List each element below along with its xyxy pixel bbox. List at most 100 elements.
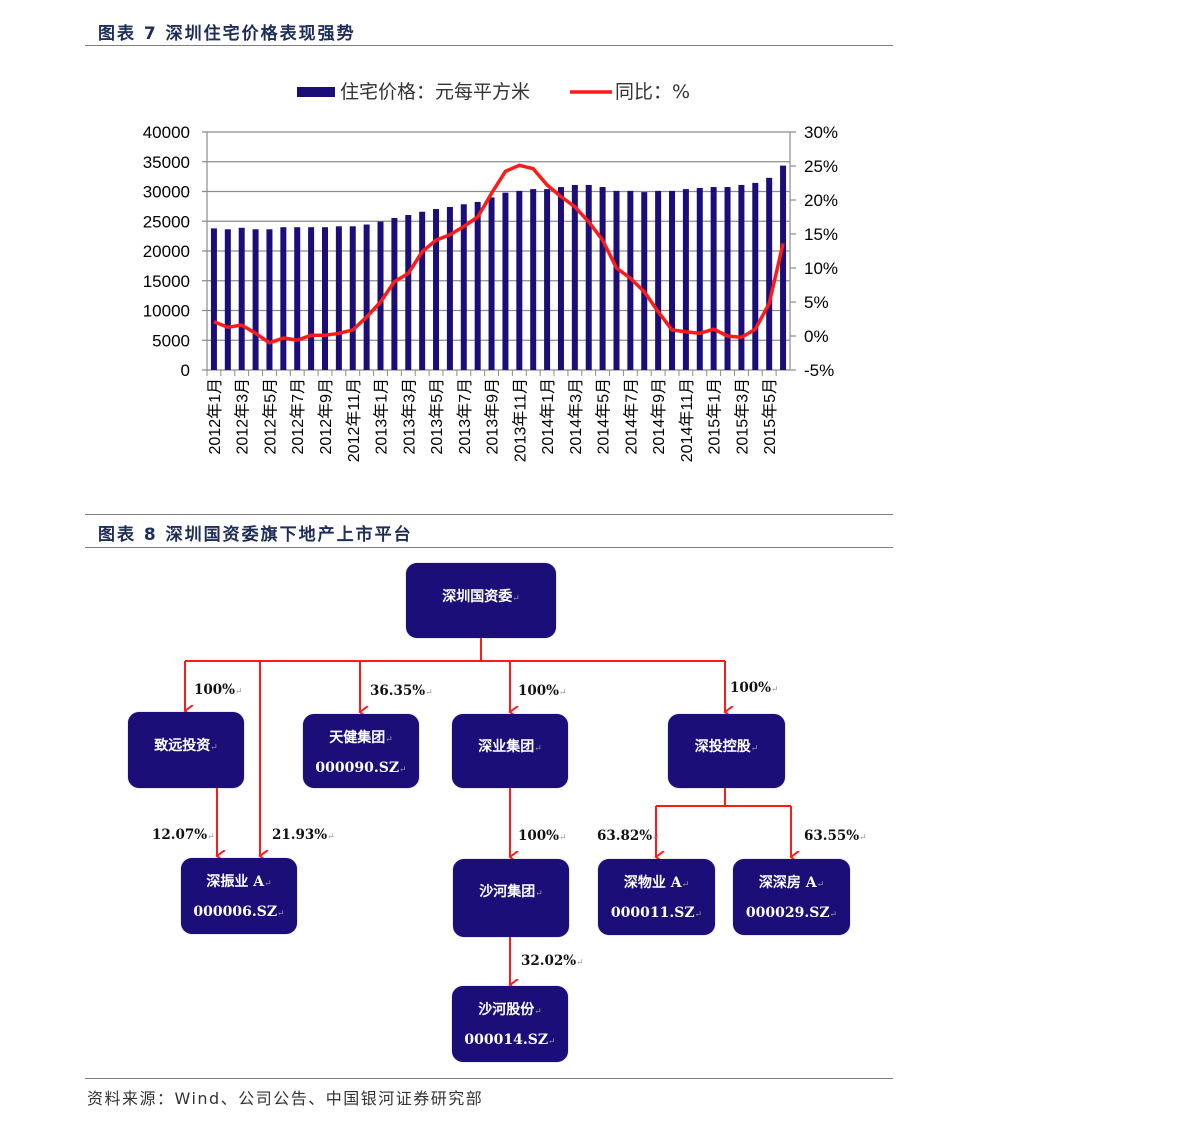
bar-2013-06 (446, 206, 453, 370)
node-label: 深业集团 (452, 736, 568, 756)
y-left-tick-label: 5000 (152, 331, 190, 350)
x-tick-label: 2014年7月 (622, 378, 640, 455)
pct-root-tianjian: 36.35% (370, 683, 433, 699)
node-shahe: 沙河集团 (453, 859, 569, 937)
yoy-line (213, 163, 785, 345)
connector-root-bus (185, 638, 725, 662)
bar-2013-02 (391, 217, 398, 370)
y-right-tick-label: 0% (804, 327, 829, 346)
bar-2015-05 (766, 177, 773, 370)
legend-swatch-price (297, 87, 335, 97)
node-label: 天健集团 (303, 727, 419, 747)
bar-2012-10 (335, 226, 342, 370)
bar-2014-09 (655, 190, 662, 370)
node-code: 000090.SZ (303, 760, 419, 776)
x-tick-label: 2012年3月 (234, 378, 252, 455)
pct-root-shenye: 100% (518, 683, 567, 699)
node-label: 深投控股 (668, 736, 785, 756)
node-label: 沙河集团 (453, 881, 569, 901)
bar-2014-10 (669, 190, 676, 370)
bar-2012-12 (363, 224, 370, 370)
y-left-tick-label: 25000 (143, 212, 190, 231)
bar-2015-03 (738, 184, 745, 370)
bar-2013-07 (460, 204, 467, 370)
bar-2014-12 (696, 187, 703, 370)
bar-2012-05 (266, 229, 273, 370)
y-left-tick-label: 15000 (143, 272, 190, 291)
bar-2013-04 (419, 211, 426, 370)
bar-2013-12 (530, 189, 537, 370)
x-tick-label: 2014年5月 (595, 378, 613, 455)
node-zhiyuan: 致远投资 (128, 712, 244, 788)
bar-2012-03 (238, 227, 245, 370)
x-tick-label: 2012年11月 (345, 378, 363, 462)
bar-2015-01 (710, 187, 717, 370)
pct-shentou-shenwuye: 63.82% (597, 828, 660, 844)
y-left-tick-label: 40000 (143, 123, 190, 142)
y-left-tick-label: 30000 (143, 183, 190, 202)
pct-root-zhiyuan: 100% (194, 682, 243, 698)
price-chart: 0 5000 10000 15000 20000 25000 30000 35000 40000… (143, 81, 838, 462)
x-tick-label: 2013年9月 (484, 378, 502, 455)
x-tick-label: 2015年1月 (706, 378, 724, 455)
pct-shenye-shahe: 100% (518, 828, 567, 844)
pct-root-shentou: 100% (730, 680, 779, 696)
node-label: 致远投资 (128, 735, 244, 755)
bar-2014-08 (641, 192, 648, 370)
bar-2014-04 (585, 184, 592, 370)
bar-2014-05 (599, 187, 606, 370)
bar-2015-02 (724, 187, 731, 370)
bar-2014-06 (613, 190, 620, 370)
bar-2012-06 (280, 227, 287, 370)
bar-2015-04 (752, 182, 759, 370)
node-code: 000011.SZ (598, 905, 715, 921)
bar-2014-11 (682, 189, 689, 370)
pct-zhiyuan-shenzhenye: 12.07% (152, 827, 215, 843)
pct-shahe-shahegufen: 32.02% (521, 953, 584, 969)
node-label: 沙河股份 (452, 999, 568, 1019)
bar-2012-01 (210, 228, 217, 370)
node-shenzhenye: 深振业 A 000006.SZ (181, 858, 297, 934)
x-tick-label: 2014年11月 (678, 378, 696, 462)
bar-2013-09 (488, 197, 495, 370)
y-right-tick-label: -5% (804, 361, 834, 380)
pct-root-shenzhenye: 21.93% (272, 827, 335, 843)
x-tick-label: 2015年3月 (733, 378, 751, 455)
legend-label-yoy: 同比：% (615, 81, 690, 103)
figure7-title: 图表 7 深圳住宅价格表现强势 (98, 24, 356, 44)
bar-2012-07 (294, 227, 301, 370)
bar-2012-09 (321, 227, 328, 370)
x-tick-label: 2013年1月 (373, 378, 391, 455)
bar-2015-06 (780, 165, 787, 370)
bar-2013-10 (502, 192, 509, 370)
y-right-tick-label: 20% (804, 191, 838, 210)
bar-2014-01 (544, 189, 551, 370)
node-label: 深振业 A (181, 871, 297, 891)
y-right-tick-label: 25% (804, 157, 838, 176)
y-right-tick-label: 15% (804, 225, 838, 244)
x-tick-label: 2014年1月 (539, 378, 557, 455)
bar-2012-08 (308, 227, 315, 370)
bar-2014-02 (557, 187, 564, 370)
node-shenye: 深业集团 (452, 714, 568, 788)
node-shenzhen-sasac: 深圳国资委 (406, 563, 556, 638)
x-tick-label: 2012年7月 (289, 378, 307, 455)
x-tick-label: 2014年3月 (567, 378, 585, 455)
x-tick-label: 2012年9月 (317, 378, 335, 455)
x-tick-label: 2014年9月 (650, 378, 668, 455)
x-tick-label: 2013年7月 (456, 378, 474, 455)
node-label: 深圳国资委 (406, 586, 556, 606)
bar-2013-05 (433, 209, 440, 370)
x-tick-label: 2013年11月 (511, 378, 529, 462)
y-left-tick-label: 10000 (143, 302, 190, 321)
figure8-top-rule (85, 514, 893, 515)
y-right-tick-label: 30% (804, 123, 838, 142)
x-tick-label: 2013年5月 (428, 378, 446, 455)
y-right-tick-label: 5% (804, 293, 829, 312)
x-tick-label: 2012年1月 (206, 378, 224, 455)
bar-2013-01 (377, 221, 384, 370)
source-rule (85, 1078, 893, 1079)
bar-2014-03 (571, 184, 578, 370)
